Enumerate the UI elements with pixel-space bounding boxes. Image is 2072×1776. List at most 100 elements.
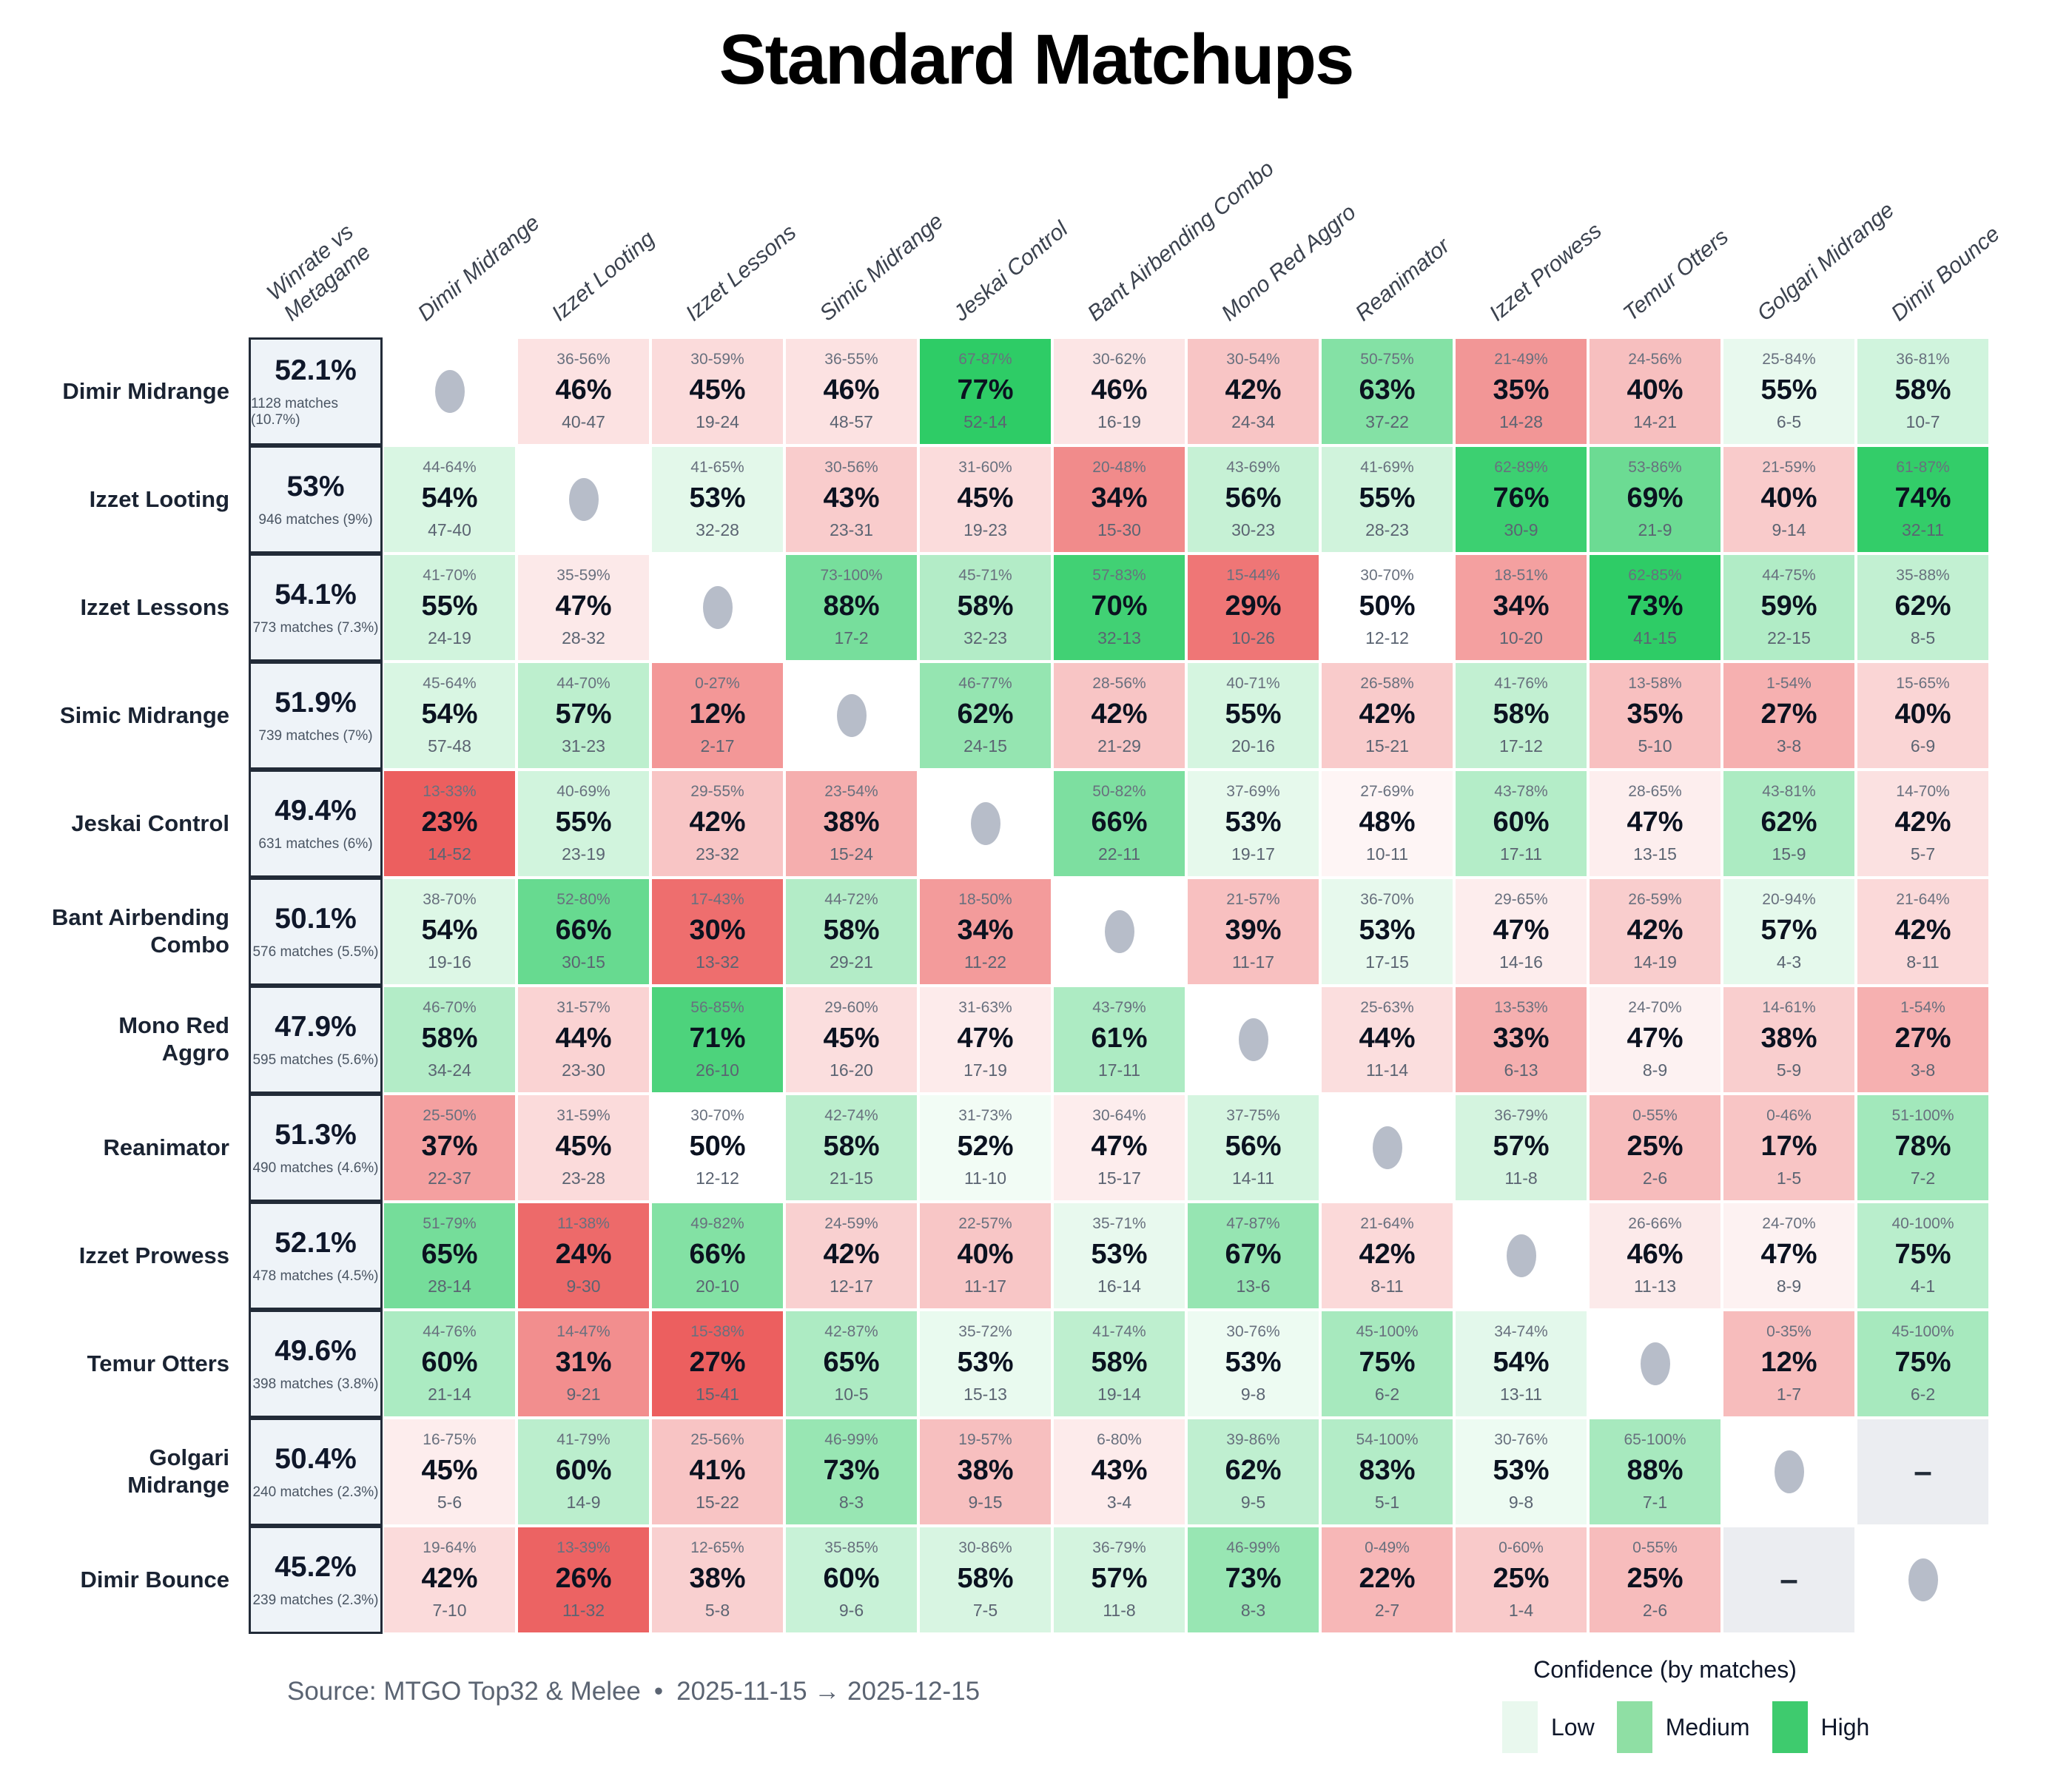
date-range: 2025-11-15 → 2025-12-15 [676,1677,980,1706]
matchup-cell: 14-70% 42% 5-7 [1857,771,1988,876]
matchup-record: 6-5 [1776,412,1802,431]
matchup-record: 28-32 [562,628,605,648]
matches-count: 1128 matches (10.7%) [251,396,338,428]
matchup-cell: 44-75% 59% 22-15 [1723,555,1854,660]
matchup-winrate: 45% [823,1023,880,1054]
matchup-record: 7-1 [1642,1493,1668,1512]
matchup-record: 47-40 [428,520,471,539]
matchup-cell: 43-79% 61% 17-11 [1054,987,1185,1092]
no-data-cell: – [1723,1527,1854,1632]
matchup-cell: 34-74% 54% 13-11 [1456,1311,1587,1416]
matchup-winrate: 58% [957,591,1014,622]
matchup-record: 8-3 [1240,1601,1266,1620]
matchup-record: 7-10 [432,1601,467,1620]
column-header: Simic Midrange [815,209,949,326]
matchup-cell: 29-55% 42% 23-32 [652,771,783,876]
matchup-record: 32-13 [1097,628,1141,648]
matchup-record: 9-5 [1240,1493,1266,1512]
winrate-vs-metagame-cell: 52.1% 1128 matches (10.7%) [249,337,383,445]
matchup-winrate: 60% [421,1347,478,1378]
matchup-winrate: 26% [555,1563,612,1594]
matchup-cell: 21-57% 39% 11-17 [1188,879,1319,984]
confidence-interval: 6-80% [1097,1431,1142,1448]
confidence-interval: 45-64% [423,675,477,692]
column-header: Dimir Midrange [413,210,545,326]
mirror-dot-icon [836,694,867,737]
matchup-winrate: 58% [1493,699,1550,730]
matchup-winrate: 27% [1760,699,1817,730]
confidence-interval: 41-76% [1494,675,1548,692]
confidence-interval: 31-73% [958,1107,1012,1124]
confidence-interval: 20-94% [1762,891,1816,908]
matchup-record: 20-10 [696,1276,739,1296]
confidence-interval: 13-53% [1494,999,1548,1016]
matchup-record: 28-14 [428,1276,471,1296]
winrate-value: 53% [286,471,345,502]
matches-count: 478 matches (4.5%) [252,1268,379,1284]
confidence-interval: 67-87% [958,351,1012,368]
matchup-record: 19-14 [1097,1385,1141,1404]
mirror-matchup-cell [786,663,917,768]
confidence-interval: 31-63% [958,999,1012,1016]
confidence-interval: 46-70% [423,999,477,1016]
no-data-cell: – [1857,1419,1988,1524]
matches-count: 631 matches (6%) [258,836,373,852]
row-label: Izzet Looting [89,485,229,512]
confidence-interval: 62-85% [1628,567,1682,584]
matchup-record: 6-2 [1910,1385,1936,1404]
matchup-cell: 28-65% 47% 13-15 [1590,771,1720,876]
matchup-cell: 29-65% 47% 14-16 [1456,879,1587,984]
winrate-vs-metagame-cell: 49.6% 398 matches (3.8%) [249,1310,383,1418]
confidence-interval: 28-65% [1628,783,1682,800]
matchup-record: 9-21 [566,1385,601,1404]
matchup-cell: 30-76% 53% 9-8 [1456,1419,1587,1524]
matchup-winrate: 73% [1225,1563,1282,1594]
legend-title: Confidence (by matches) [1533,1656,1797,1683]
matchup-cell: 38-70% 54% 19-16 [384,879,515,984]
source-note: Source: MTGO Top32 & Melee • 2025-11-15 → … [287,1677,980,1706]
legend-label: High [1820,1713,1870,1740]
matchup-winrate: 42% [689,807,746,838]
matches-count: 240 matches (2.3%) [252,1484,379,1500]
mirror-matchup-cell [1054,879,1185,984]
matchup-record: 17-11 [1499,844,1543,864]
source-label: Source: MTGO Top32 & Melee [287,1677,641,1706]
matchup-record: 15-9 [1772,844,1806,864]
confidence-interval: 73-100% [820,567,883,584]
matchup-winrate: 73% [1627,591,1684,622]
confidence-interval: 38-70% [423,891,477,908]
matchup-winrate: 40% [1627,374,1684,406]
confidence-interval: 49-82% [690,1215,744,1232]
confidence-interval: 57-83% [1092,567,1146,584]
matchup-cell: 44-72% 58% 29-21 [786,879,917,984]
row-label: Temur Otters [87,1350,229,1376]
confidence-interval: 56-85% [690,999,744,1016]
confidence-interval: 30-56% [824,459,878,476]
confidence-interval: 43-81% [1762,783,1816,800]
matchup-winrate: 66% [1091,807,1148,838]
matchup-record: 2-17 [700,736,735,756]
legend-swatch-high [1772,1701,1808,1753]
confidence-interval: 45-100% [1356,1323,1419,1340]
matchup-record: 3-8 [1910,1060,1936,1080]
matchup-winrate: 54% [421,915,478,946]
matchup-record: 23-32 [696,844,739,864]
winrate-value: 51.3% [275,1119,357,1151]
legend-item: Medium [1616,1701,1750,1753]
confidence-interval: 41-79% [556,1431,610,1448]
confidence-interval: 14-70% [1896,783,1950,800]
confidence-interval: 31-60% [958,459,1012,476]
matchup-cell: 36-70% 53% 17-15 [1322,879,1453,984]
matchup-cell: 40-71% 55% 20-16 [1188,663,1319,768]
matchup-cell: 30-86% 58% 7-5 [920,1527,1051,1632]
confidence-interval: 22-57% [958,1215,1012,1232]
matchup-winrate: 47% [1627,1023,1684,1054]
matchup-record: 13-15 [1633,844,1677,864]
matchup-record: 57-48 [428,736,471,756]
matchup-record: 28-23 [1365,520,1409,539]
matchup-cell: 43-78% 60% 17-11 [1456,771,1587,876]
matchup-winrate: 53% [689,482,746,514]
confidence-interval: 29-65% [1494,891,1548,908]
matchup-winrate: 46% [555,374,612,406]
matchup-cell: 42-87% 65% 10-5 [786,1311,917,1416]
